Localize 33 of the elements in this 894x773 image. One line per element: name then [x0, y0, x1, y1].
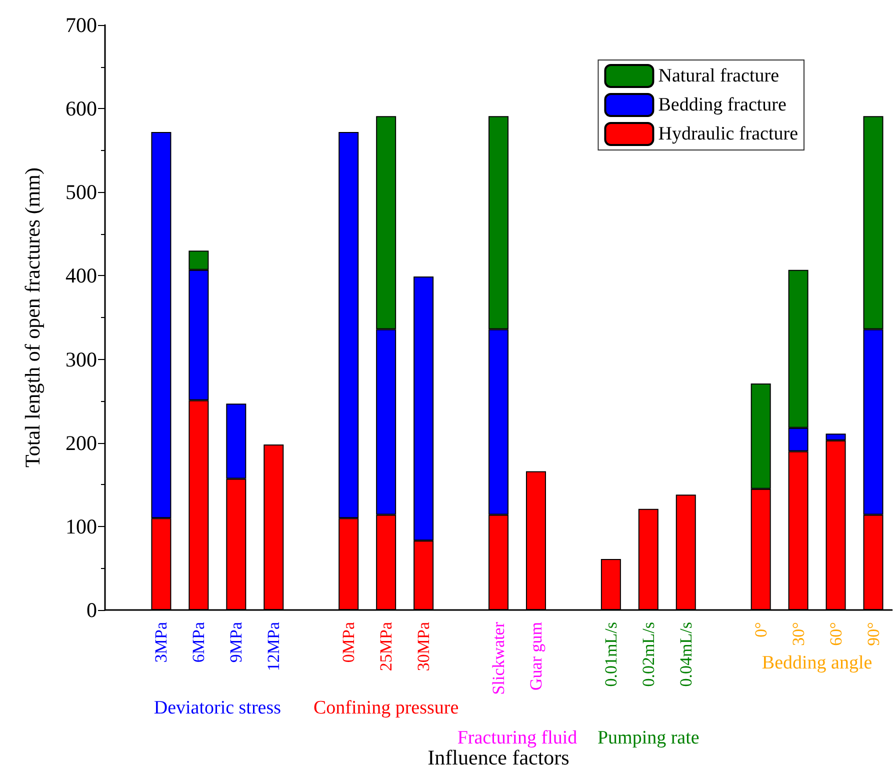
y-tick-label: 400	[66, 264, 97, 288]
x-tick-label: 60°	[826, 622, 846, 646]
y-tick-label: 700	[66, 13, 97, 37]
y-tick-label: 200	[66, 430, 97, 455]
x-tick-label: Slickwater	[489, 622, 508, 695]
x-tick-label: 9MPa	[226, 622, 246, 663]
legend-label: Bedding fracture	[658, 94, 786, 116]
x-tick-label: 90°	[864, 622, 883, 646]
y-tick-label: 600	[66, 96, 97, 121]
x-tick-label: 30°	[788, 622, 808, 646]
x-tick-label: 25MPa	[376, 622, 396, 672]
x-tick-label: 0.02mL/s	[638, 622, 658, 687]
text: Confining pressure	[314, 698, 459, 718]
x-tick-label: 3MPa	[152, 622, 171, 663]
x-tick-label: 0MPa	[339, 622, 358, 663]
x-tick-label: 12MPa	[264, 622, 284, 672]
legend-label: Hydraulic fracture	[658, 124, 798, 144]
text: Pumping rate	[597, 728, 700, 748]
text: Deviatoric stress	[154, 698, 282, 718]
x-tick-label: 0°	[751, 622, 770, 638]
x-tick-label: 0.01mL/s	[601, 622, 620, 687]
x-tick-label: 30MPa	[414, 622, 434, 672]
text: Bedding angle	[762, 652, 872, 674]
y-tick-label: 0	[86, 598, 97, 622]
y-tick-label: 300	[66, 347, 97, 372]
x-tick-label: 0.04mL/s	[676, 622, 696, 687]
text: Fracturing fluid	[457, 728, 578, 748]
y-tick-label: 500	[66, 180, 97, 204]
y-axis-title: Total length of open fractures (mm)	[20, 167, 44, 468]
legend-label: Natural fracture	[658, 66, 780, 86]
x-tick-label: Guar gum	[526, 622, 546, 690]
x-tick-label: 6MPa	[189, 622, 208, 663]
y-tick-label: 100	[66, 514, 97, 538]
